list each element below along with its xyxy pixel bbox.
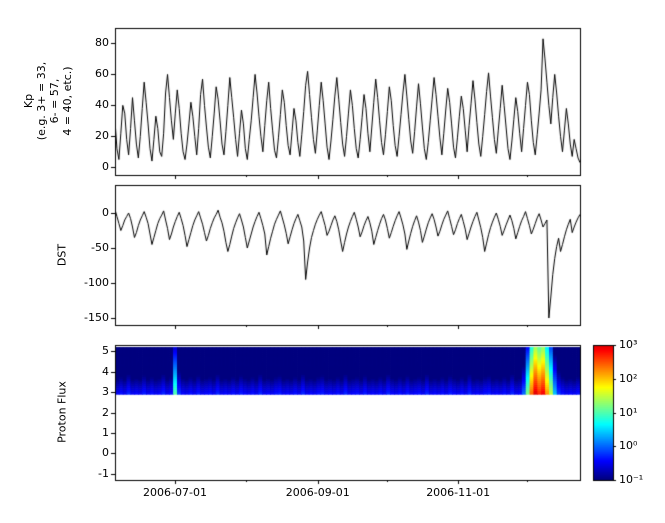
colorbar-tick-label: 10⁻¹: [619, 473, 644, 486]
y-tick-label: 0: [102, 446, 109, 459]
y-tick-label: 5: [102, 344, 109, 357]
y-tick-label: -100: [84, 276, 109, 289]
colorbar-tick-label: 10³: [619, 338, 638, 351]
y-tick-label: 80: [95, 36, 109, 49]
y-tick-label: 0: [102, 206, 109, 219]
y-tick-label: -50: [91, 241, 109, 254]
y-tick-label: 0: [102, 160, 109, 173]
y-tick-label: 60: [95, 67, 109, 80]
y-tick-label: -1: [98, 467, 109, 480]
kp-axis-label-line: Kp: [22, 93, 35, 109]
x-tick-label: 2006-09-01: [285, 486, 350, 499]
colorbar-tick-label: 10²: [619, 372, 638, 385]
kp-axis-label-line: 6- = 57,: [48, 78, 61, 124]
kp-axis-label-line: (e.g. 3+ = 33,: [35, 61, 48, 141]
y-tick-label: 20: [95, 129, 109, 142]
y-tick-label: 4: [102, 365, 109, 378]
y-tick-label: 2: [102, 406, 109, 419]
y-tick-label: -150: [84, 311, 109, 324]
y-tick-label: 3: [102, 385, 109, 398]
colorbar-tick-label: 10⁰: [619, 439, 638, 452]
x-tick-label: 2006-11-01: [426, 486, 491, 499]
colorbar-tick-label: 10¹: [619, 406, 638, 419]
x-tick-label: 2006-07-01: [143, 486, 207, 499]
y-tick-label: 40: [95, 98, 109, 111]
y-tick-label: 1: [102, 426, 109, 439]
